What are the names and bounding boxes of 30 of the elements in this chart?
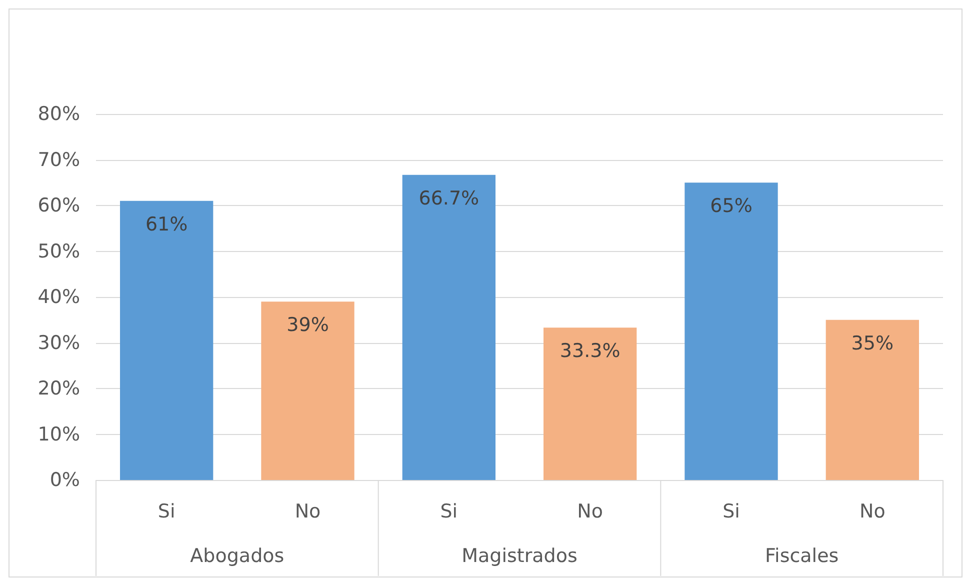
bar: [402, 174, 496, 480]
bar: [261, 302, 354, 480]
x-tick-label: Si: [440, 500, 458, 522]
bar: [826, 320, 919, 480]
bar: [544, 328, 637, 480]
bar: [684, 182, 778, 480]
x-tick-label: No: [294, 500, 321, 522]
x-tick-label: No: [577, 500, 604, 522]
x-tick-label: Si: [158, 500, 176, 522]
bar: [120, 200, 214, 480]
data-label: 33.3%: [560, 340, 620, 362]
data-label: 66.7%: [418, 187, 480, 210]
y-tick-label: 80%: [38, 103, 80, 125]
text: Magistrados: [462, 545, 578, 567]
data-label: 65%: [710, 195, 752, 218]
y-tick-label: 10%: [38, 423, 80, 446]
data-label: 39%: [286, 314, 329, 336]
x-tick-label: Si: [722, 500, 740, 522]
y-tick-label: 20%: [38, 378, 80, 400]
y-tick-label: 50%: [38, 240, 80, 262]
y-tick-label: 0%: [50, 469, 80, 491]
y-tick-label: 60%: [38, 194, 80, 216]
text: Fiscales: [764, 545, 839, 567]
data-label: 35%: [851, 332, 894, 354]
x-tick-label: No: [859, 500, 886, 522]
y-tick-label: 30%: [38, 332, 80, 354]
data-label: 61%: [145, 213, 188, 236]
text: Abogados: [190, 545, 284, 567]
y-tick-label: 40%: [38, 286, 80, 308]
y-tick-label: 70%: [38, 148, 80, 171]
